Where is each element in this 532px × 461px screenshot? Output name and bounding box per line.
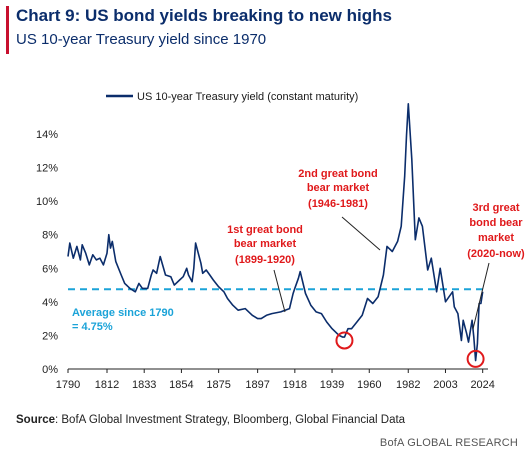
annotation-2-line3: (1946-1981) (308, 198, 368, 210)
annotation-1-line2: bear market (234, 238, 297, 250)
y-tick-label: 14% (36, 129, 58, 141)
annotation-3-line1: 3rd great (472, 202, 519, 214)
average-label-line1: Average since 1790 (72, 307, 174, 319)
x-tick-label: 2003 (433, 379, 457, 391)
x-tick-label: 1790 (56, 379, 80, 391)
x-tick-label: 1939 (320, 379, 344, 391)
legend: US 10-year Treasury yield (constant matu… (106, 91, 358, 103)
source-label: Source (16, 414, 55, 426)
y-tick-label: 2% (42, 330, 58, 342)
highlight-circle (466, 349, 485, 368)
y-tick-label: 8% (42, 230, 58, 242)
x-tick-label: 1897 (245, 379, 269, 391)
average-line-group: Average since 1790 = 4.75% (68, 288, 488, 333)
x-tick-label: 1982 (396, 379, 420, 391)
source-note: Source: BofA Global Investment Strategy,… (16, 414, 405, 426)
x-tick-label: 1918 (283, 379, 307, 391)
brand-label: BofA GLOBAL RESEARCH (379, 437, 518, 449)
y-tick-label: 10% (36, 196, 58, 208)
y-tick-label: 4% (42, 297, 58, 309)
annotation-1-line1: 1st great bond (227, 224, 303, 236)
x-tick-label: 1854 (169, 379, 193, 391)
x-tick-label: 2024 (470, 379, 494, 391)
x-tick-label: 1960 (357, 379, 381, 391)
average-label-line2: = 4.75% (72, 321, 113, 333)
annotation-2-line1: 2nd great bond (298, 168, 377, 180)
annotation-3-leader (472, 262, 490, 330)
title-accent-bar (6, 6, 9, 54)
annotation-3-line4: (2020-now) (467, 248, 525, 260)
yield-series-line (67, 103, 484, 362)
annotation-2-leader (341, 216, 381, 251)
y-axis: 0% 2% 4% 6% 8% 10% 12% 14% (36, 129, 58, 376)
x-tick-label: 1812 (95, 379, 119, 391)
annotations: 1st great bond bear market (1899-1920) 2… (227, 168, 525, 330)
y-tick-label: 0% (42, 364, 58, 376)
highlight-circles (335, 331, 485, 368)
y-tick-label: 12% (36, 163, 58, 175)
x-tick-label: 1833 (132, 379, 156, 391)
x-axis: 1790 1812 1833 1854 1875 1897 1918 1939 1960 1982… (56, 368, 495, 391)
source-text: : BofA Global Investment Strategy, Bloom… (55, 414, 406, 426)
annotation-1-line3: (1899-1920) (235, 254, 295, 266)
x-tick-label: 1875 (206, 379, 230, 391)
annotation-2-line2: bear market (307, 182, 370, 194)
chart-title: Chart 9: US bond yields breaking to new … (16, 6, 392, 25)
highlight-circle (335, 331, 354, 350)
legend-label: US 10-year Treasury yield (constant matu… (137, 91, 358, 103)
annotation-1-leader (273, 269, 286, 313)
y-tick-label: 6% (42, 263, 58, 275)
annotation-3-line3: market (478, 232, 514, 244)
annotation-3-line2: bond bear (469, 217, 523, 229)
chart-subtitle: US 10-year Treasury yield since 1970 (16, 31, 267, 48)
